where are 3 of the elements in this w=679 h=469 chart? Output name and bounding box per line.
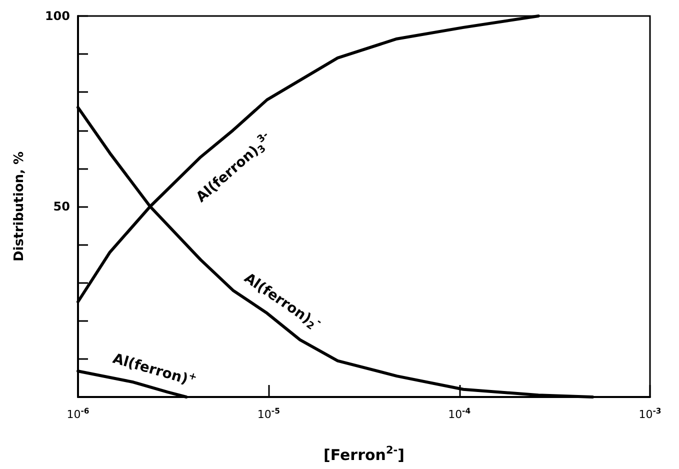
y-tick-label: 100 [44,9,70,23]
y-axis-title: Distribution, % [12,152,27,262]
y-tick-label: 50 [53,200,70,214]
